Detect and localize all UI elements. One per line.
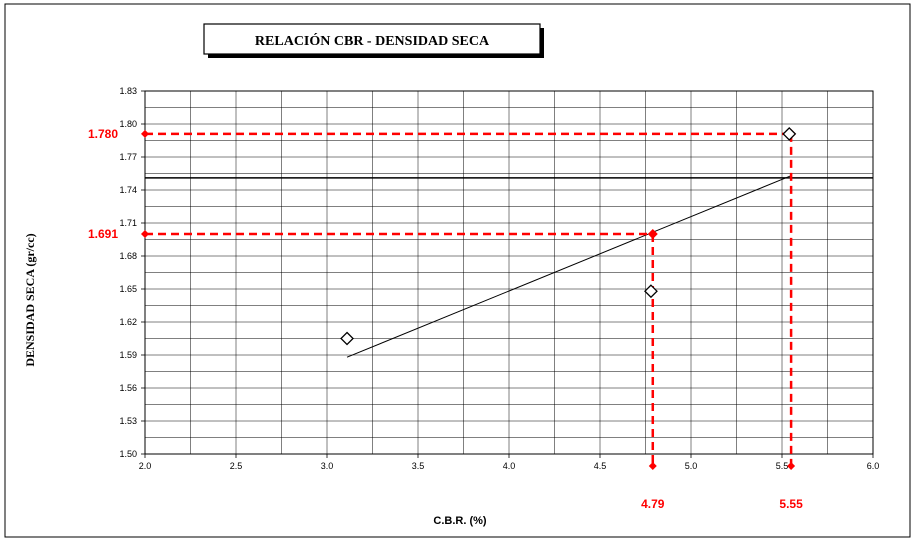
x-tick-label: 6.0	[867, 461, 880, 471]
y-tick-label: 1.71	[119, 218, 137, 228]
trendline	[346, 175, 792, 358]
chart-title-box: RELACIÓN CBR - DENSIDAD SECA	[203, 23, 544, 58]
data-point	[644, 284, 658, 299]
plot-area	[144, 90, 874, 455]
y-tick-label: 1.83	[119, 86, 137, 96]
x-tick-label: 4.5	[594, 461, 607, 471]
x-tick-label: 5.0	[685, 461, 698, 471]
data-points	[340, 126, 797, 346]
y-tick-label: 1.80	[119, 119, 137, 129]
y-tick-label: 1.53	[119, 416, 137, 426]
reference-x-label: 4.79	[641, 497, 665, 511]
x-tick-label: 2.0	[139, 461, 152, 471]
data-point	[782, 126, 797, 141]
x-tick-label: 2.5	[230, 461, 243, 471]
reference-markers: 1.780 5.55 1.691 4.79	[88, 127, 803, 511]
x-tick-label: 5.5	[776, 461, 789, 471]
data-point	[340, 331, 354, 346]
reference-x-end-marker	[787, 462, 796, 470]
y-tick-label: 1.59	[119, 350, 137, 360]
y-tick-label: 1.56	[119, 383, 137, 393]
y-tick-label: 1.62	[119, 317, 137, 327]
x-tick-label: 3.5	[412, 461, 425, 471]
reference-point-marker	[647, 229, 658, 239]
x-tick-label: 3.0	[321, 461, 334, 471]
chart-title: RELACIÓN CBR - DENSIDAD SECA	[255, 32, 490, 49]
x-tick-label: 4.0	[503, 461, 516, 471]
y-tick-label: 1.50	[119, 449, 137, 459]
x-tick-labels: 2.0 2.5 3.0 3.5 4.0 4.5 5.0 5.5 6.0	[139, 461, 880, 471]
y-axis-title: DENSIDAD SECA (gr/cc)	[23, 233, 37, 366]
y-tick-label: 1.74	[119, 185, 137, 195]
reference-y-end-marker	[141, 129, 149, 138]
chart-frame	[4, 3, 911, 538]
y-tick-label: 1.65	[119, 284, 137, 294]
reference-x-label: 5.55	[779, 497, 803, 511]
y-tick-labels: 1.50 1.53 1.56 1.59 1.62 1.65 1.68 1.71 1.74 1.77…	[119, 86, 137, 459]
reference-y-end-marker	[141, 230, 149, 238]
reference-y-label: 1.780	[88, 127, 118, 141]
y-tick-label: 1.77	[119, 152, 137, 162]
y-tick-label: 1.68	[119, 251, 137, 261]
x-axis-title: C.B.R. (%)	[433, 515, 487, 527]
reference-x-end-marker	[648, 462, 657, 470]
reference-y-label: 1.691	[88, 227, 118, 241]
